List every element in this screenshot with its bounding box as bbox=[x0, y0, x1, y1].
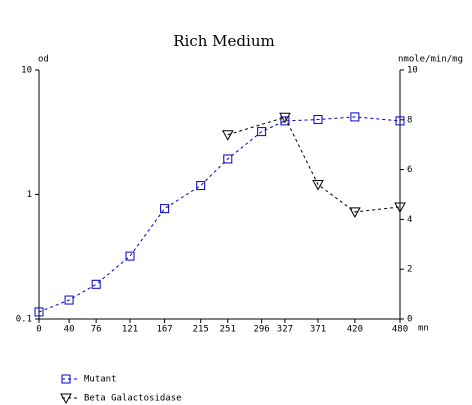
marker-square bbox=[61, 374, 71, 384]
x-tick-label: 121 bbox=[122, 325, 138, 335]
x-tick-label: 420 bbox=[347, 325, 363, 335]
marker-triangle bbox=[279, 112, 291, 124]
marker-square bbox=[34, 307, 44, 317]
marker-triangle bbox=[394, 202, 406, 213]
marker-square bbox=[196, 181, 206, 191]
marker-square bbox=[125, 251, 135, 261]
marker-square bbox=[257, 127, 267, 137]
marker-square bbox=[313, 115, 323, 125]
chart-title: Rich Medium bbox=[173, 32, 274, 50]
marker-square bbox=[280, 116, 290, 126]
marker-square bbox=[64, 295, 74, 305]
y2-tick-label: 8 bbox=[407, 115, 412, 125]
y2-axis-label: nmole/min/mg bbox=[398, 55, 463, 65]
y2-tick-label: 0 bbox=[407, 315, 412, 325]
marker-triangle bbox=[312, 180, 324, 191]
x-tick-label: 371 bbox=[310, 325, 326, 335]
x-axis-label: mn bbox=[418, 324, 429, 334]
marker-square bbox=[395, 116, 405, 126]
marker-square bbox=[160, 204, 170, 214]
marker-square bbox=[350, 112, 360, 122]
marker-triangle bbox=[221, 130, 234, 141]
x-tick-label: 480 bbox=[392, 325, 408, 335]
x-tick-label: 40 bbox=[64, 325, 75, 335]
y2-tick-label: 10 bbox=[407, 66, 418, 76]
y-tick-label: 0.1 bbox=[16, 315, 32, 325]
y2-tick-label: 4 bbox=[407, 215, 412, 225]
x-tick-label: 0 bbox=[36, 325, 41, 335]
marker-square bbox=[91, 279, 101, 289]
marker-triangle bbox=[349, 207, 361, 218]
x-tick-label: 167 bbox=[156, 325, 172, 335]
legend-label: Mutant bbox=[84, 375, 117, 385]
y2-tick-label: 2 bbox=[407, 265, 412, 275]
x-tick-label: 215 bbox=[193, 325, 209, 335]
x-tick-label: 251 bbox=[220, 325, 236, 335]
y2-tick-label: 6 bbox=[407, 165, 412, 175]
y-axis-label: od bbox=[38, 55, 49, 65]
series-line bbox=[227, 116, 401, 213]
series-line bbox=[38, 116, 401, 313]
legend-label: Beta Galactosidase bbox=[84, 394, 182, 404]
x-tick-label: 76 bbox=[91, 325, 102, 335]
y-tick-label: 10 bbox=[21, 66, 32, 76]
x-tick-label: 296 bbox=[253, 325, 269, 335]
marker-triangle bbox=[60, 393, 72, 405]
y-tick-label: 1 bbox=[27, 190, 32, 200]
x-tick-label: 327 bbox=[277, 325, 293, 335]
marker-square bbox=[223, 154, 233, 164]
